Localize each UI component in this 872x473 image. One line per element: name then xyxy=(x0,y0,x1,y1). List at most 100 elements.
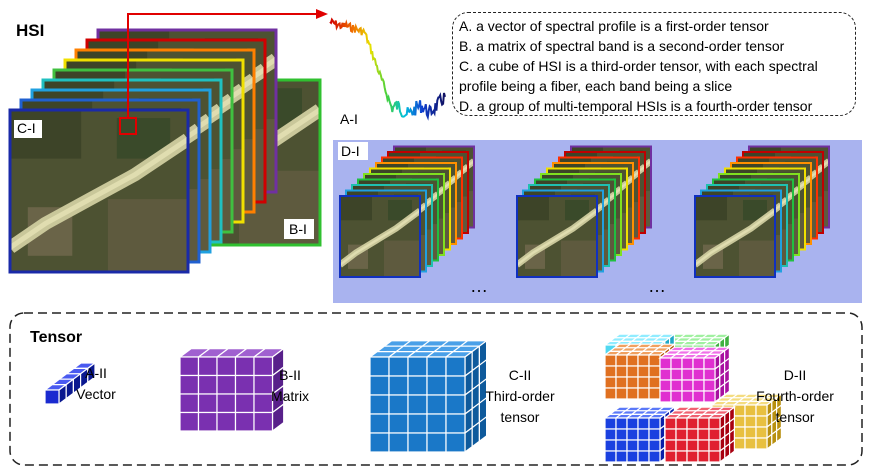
cube-cell-front xyxy=(675,450,688,463)
arrow-head xyxy=(316,9,328,19)
cube-cell-front xyxy=(637,450,650,463)
cube-cell-front xyxy=(648,387,661,400)
cube-cell-front xyxy=(708,417,721,430)
cube-cell-front xyxy=(197,356,218,377)
cube-cell-front xyxy=(675,417,688,430)
cube-cell-front xyxy=(648,439,661,452)
cube-cell-front xyxy=(197,411,218,432)
cube-cell-front xyxy=(681,368,694,381)
cube-cell-front xyxy=(234,411,255,432)
cube-cell-front xyxy=(659,368,672,381)
cube-cell-front xyxy=(703,390,716,403)
cube-cell-front xyxy=(670,357,683,370)
cube-cell-front xyxy=(744,437,757,450)
cube-cell-front xyxy=(703,368,716,381)
label-bg xyxy=(14,120,42,138)
cube-cell-front xyxy=(664,450,677,463)
cube-cell-front xyxy=(664,439,677,452)
cube-cell-front xyxy=(703,379,716,392)
cube-cell-front xyxy=(179,411,200,432)
cube-cell-front xyxy=(755,437,768,450)
tensor-label: D-II xyxy=(784,367,807,383)
cube-cell-front xyxy=(626,450,639,463)
band-label: B-I xyxy=(289,221,307,237)
arrow xyxy=(127,13,318,118)
cube-cell-front xyxy=(659,379,672,392)
band-image xyxy=(517,196,597,277)
cube-cell-side xyxy=(728,439,736,456)
cube-cell-front xyxy=(744,426,757,439)
cube-cell-front xyxy=(708,428,721,441)
cube-cell-front xyxy=(703,357,716,370)
cube-cell-front xyxy=(369,432,390,453)
cube-cell-front xyxy=(648,450,661,463)
cube-cell-front xyxy=(670,390,683,403)
cube-cell-front xyxy=(637,428,650,441)
cube-cell-front xyxy=(637,376,650,389)
definition: D. a group of multi-temporal HSIs is a f… xyxy=(459,98,813,114)
cube-cell-front xyxy=(216,356,237,377)
cube-cell-front xyxy=(648,417,661,430)
cube-cell-front xyxy=(637,354,650,367)
cube-cell-front xyxy=(733,437,746,450)
cube-cell-front xyxy=(615,365,628,378)
cube-cell-front xyxy=(692,368,705,381)
cube-cell-front xyxy=(615,428,628,441)
cube-cell-front xyxy=(733,415,746,428)
cube-cell-front xyxy=(615,354,628,367)
cube-cell-front xyxy=(407,375,428,396)
cube-cell-front xyxy=(626,439,639,452)
cube-cell-front xyxy=(686,439,699,452)
cube-cell-front xyxy=(637,439,650,452)
tensor-cube xyxy=(663,406,737,464)
cube-cell-front xyxy=(253,393,274,414)
cube-cell-front xyxy=(604,428,617,441)
cube-cell-front xyxy=(179,393,200,414)
cube-cell-front xyxy=(659,390,672,403)
hsi-title: HSI xyxy=(16,21,44,40)
cube-cell-front xyxy=(637,387,650,400)
cube-cell-front xyxy=(626,417,639,430)
cube-cell-front xyxy=(604,387,617,400)
cube-cell-front xyxy=(755,404,768,417)
cube-cell-front xyxy=(179,356,200,377)
cube-cell-front xyxy=(407,394,428,415)
label-bg xyxy=(338,142,368,160)
cube-cell-front xyxy=(197,374,218,395)
cube-cell-front xyxy=(744,415,757,428)
cube-cell-front xyxy=(234,393,255,414)
cube-cell-front xyxy=(648,365,661,378)
cube-cell-front xyxy=(388,356,409,377)
cube-cell-front xyxy=(697,417,710,430)
tensor-label: B-II xyxy=(279,367,301,383)
cube-cell-front xyxy=(388,394,409,415)
definitions-box: A. a vector of spectral profile is a fir… xyxy=(452,12,856,116)
cube-cell-front xyxy=(697,450,710,463)
cube-cell-front xyxy=(615,450,628,463)
cube-cell-front xyxy=(755,415,768,428)
ellipsis: … xyxy=(470,276,488,296)
cube-cell-front xyxy=(681,357,694,370)
band-border xyxy=(516,195,598,278)
cube-cell-front xyxy=(675,428,688,441)
definition: B. a matrix of spectral band is a second… xyxy=(459,38,785,54)
cube-cell-front xyxy=(615,376,628,389)
cube-cell-front xyxy=(426,394,447,415)
tensor-name: Third-order xyxy=(485,388,555,404)
cube-cell-front xyxy=(407,432,428,453)
cube-cell-front xyxy=(686,428,699,441)
cube-cell-front xyxy=(755,426,768,439)
cube-cell-front xyxy=(388,432,409,453)
cube-cell-front xyxy=(686,417,699,430)
cube-cell-front xyxy=(697,439,710,452)
cube-cell-front xyxy=(426,375,447,396)
cube-cell-front xyxy=(615,439,628,452)
cube-cell-front xyxy=(708,439,721,452)
cube-cell-front xyxy=(216,393,237,414)
band-frame xyxy=(8,108,190,274)
cube-cell-front xyxy=(692,357,705,370)
cube-cell-front xyxy=(626,387,639,400)
cube-cell-front xyxy=(426,413,447,434)
cube-cell-front xyxy=(369,394,390,415)
